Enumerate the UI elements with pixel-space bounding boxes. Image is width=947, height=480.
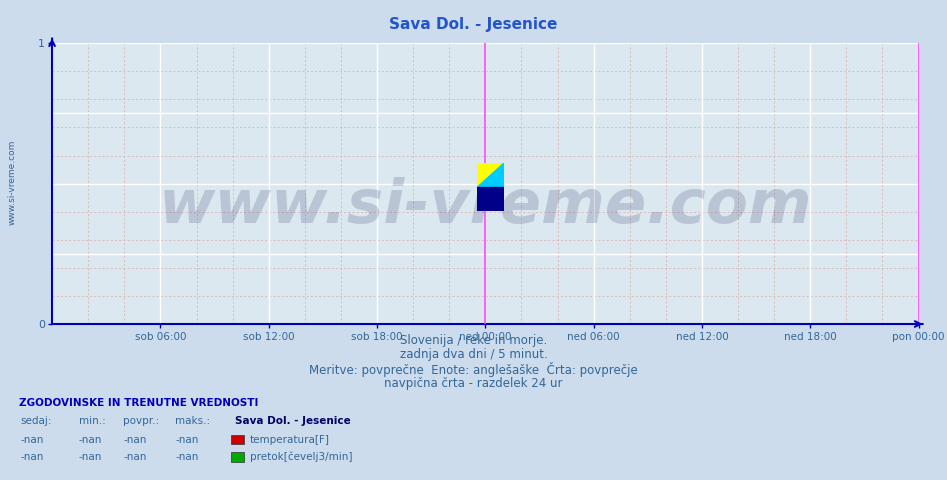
- Text: temperatura[F]: temperatura[F]: [250, 435, 330, 445]
- Text: -nan: -nan: [21, 452, 45, 462]
- Text: ZGODOVINSKE IN TRENUTNE VREDNOSTI: ZGODOVINSKE IN TRENUTNE VREDNOSTI: [19, 397, 259, 408]
- Text: -nan: -nan: [21, 435, 45, 445]
- Text: www.si-vreme.com: www.si-vreme.com: [8, 140, 17, 225]
- Text: Sava Dol. - Jesenice: Sava Dol. - Jesenice: [235, 416, 350, 426]
- Text: -nan: -nan: [79, 452, 102, 462]
- Text: sedaj:: sedaj:: [21, 416, 52, 426]
- Text: Slovenija / reke in morje.: Slovenija / reke in morje.: [400, 334, 547, 347]
- Text: -nan: -nan: [175, 435, 199, 445]
- Text: maks.:: maks.:: [175, 416, 210, 426]
- Text: min.:: min.:: [79, 416, 105, 426]
- Text: -nan: -nan: [123, 452, 147, 462]
- Text: zadnja dva dni / 5 minut.: zadnja dva dni / 5 minut.: [400, 348, 547, 361]
- Text: povpr.:: povpr.:: [123, 416, 159, 426]
- Text: Sava Dol. - Jesenice: Sava Dol. - Jesenice: [389, 17, 558, 32]
- Polygon shape: [477, 163, 504, 187]
- Text: -nan: -nan: [175, 452, 199, 462]
- Polygon shape: [477, 187, 504, 211]
- Text: www.si-vreme.com: www.si-vreme.com: [158, 177, 813, 236]
- Text: pretok[čevelj3/min]: pretok[čevelj3/min]: [250, 452, 352, 462]
- Text: -nan: -nan: [79, 435, 102, 445]
- Text: navpična črta - razdelek 24 ur: navpična črta - razdelek 24 ur: [384, 377, 563, 390]
- Polygon shape: [477, 163, 504, 187]
- Text: Meritve: povprečne  Enote: anglešaške  Črta: povprečje: Meritve: povprečne Enote: anglešaške Črt…: [309, 362, 638, 377]
- Text: -nan: -nan: [123, 435, 147, 445]
